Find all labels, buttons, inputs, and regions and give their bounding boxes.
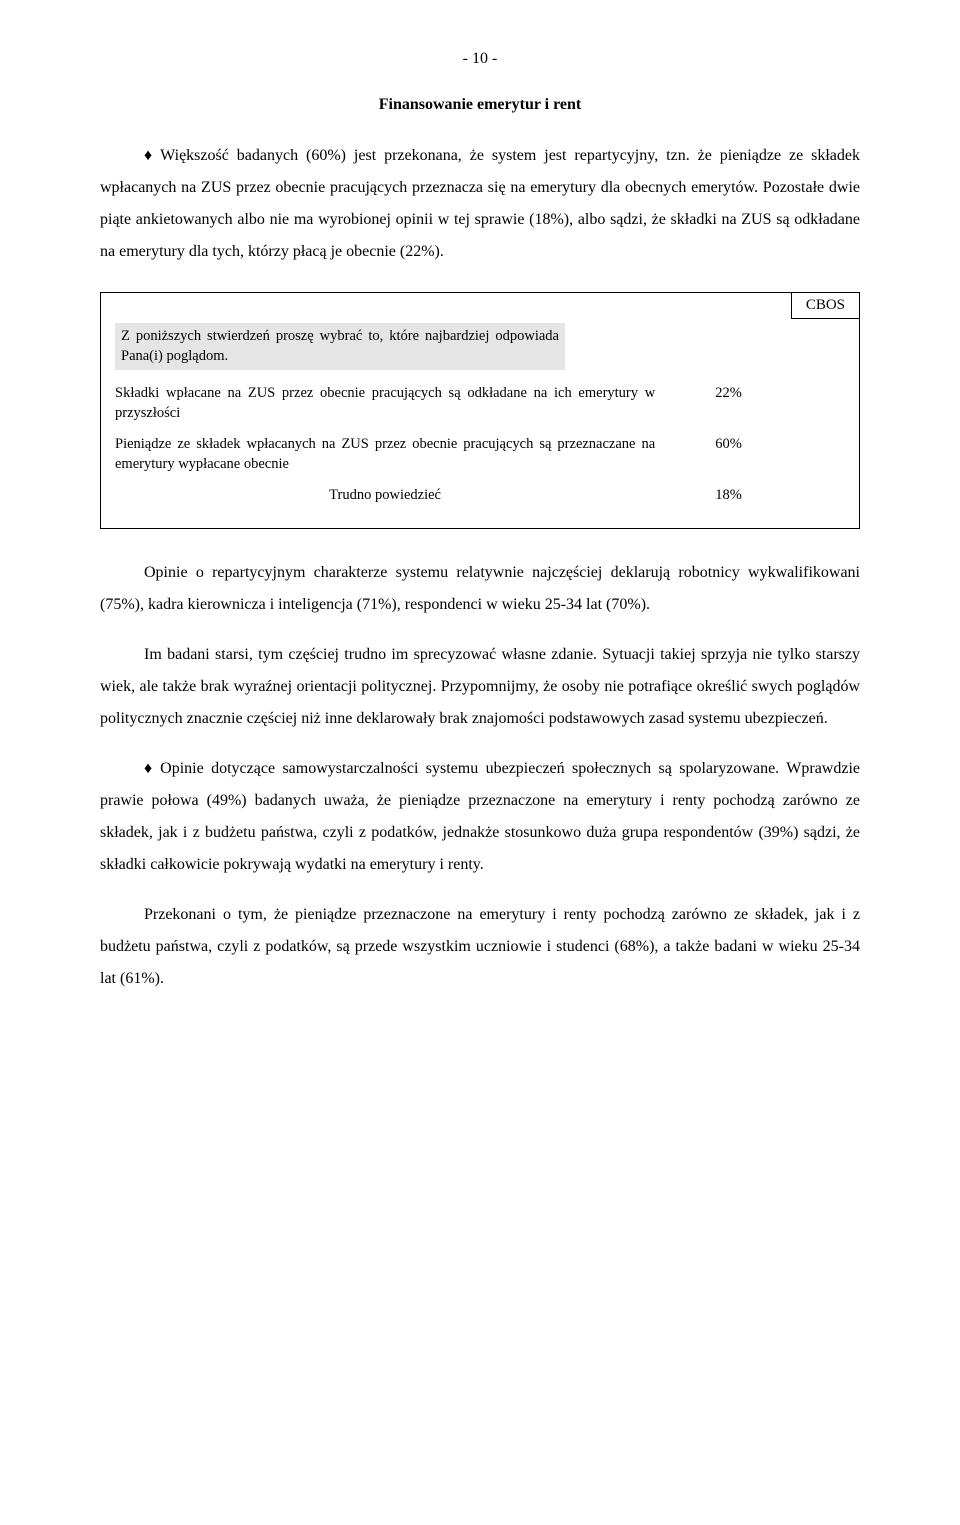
paragraph-4-text: Opinie dotyczące samowystarczalności sys…	[100, 760, 860, 873]
survey-box: CBOS Z poniższych stwierdzeń proszę wybr…	[100, 292, 860, 529]
diamond-bullet-icon: ♦	[144, 753, 152, 785]
survey-question: Z poniższych stwierdzeń proszę wybrać to…	[115, 323, 565, 370]
diamond-bullet-icon: ♦	[144, 140, 152, 172]
section-title: Finansowanie emerytur i rent	[100, 96, 860, 114]
page-number: - 10 -	[100, 50, 860, 68]
survey-answer-text: Składki wpłacane na ZUS przez obecnie pr…	[115, 384, 675, 423]
survey-answer-row: Składki wpłacane na ZUS przez obecnie pr…	[115, 384, 845, 423]
paragraph-1: ♦Większość badanych (60%) jest przekonan…	[100, 140, 860, 268]
paragraph-3: Im badani starsi, tym częściej trudno im…	[100, 639, 860, 735]
survey-answer-text: Trudno powiedzieć	[115, 486, 675, 506]
survey-answer-pct: 60%	[675, 435, 861, 474]
cbos-tag: CBOS	[791, 292, 860, 319]
survey-answer-pct: 22%	[675, 384, 861, 423]
survey-answer-row: Pieniądze ze składek wpłacanych na ZUS p…	[115, 435, 845, 474]
survey-answer-pct: 18%	[675, 486, 861, 506]
paragraph-4: ♦Opinie dotyczące samowystarczalności sy…	[100, 753, 860, 881]
survey-answer-text: Pieniądze ze składek wpłacanych na ZUS p…	[115, 435, 675, 474]
paragraph-2: Opinie o repartycyjnym charakterze syste…	[100, 557, 860, 621]
document-page: - 10 - Finansowanie emerytur i rent ♦Wię…	[0, 0, 960, 1525]
paragraph-5: Przekonani o tym, że pieniądze przeznacz…	[100, 899, 860, 995]
paragraph-1-text: Większość badanych (60%) jest przekonana…	[100, 147, 860, 260]
survey-answer-row: Trudno powiedzieć 18%	[115, 486, 845, 506]
